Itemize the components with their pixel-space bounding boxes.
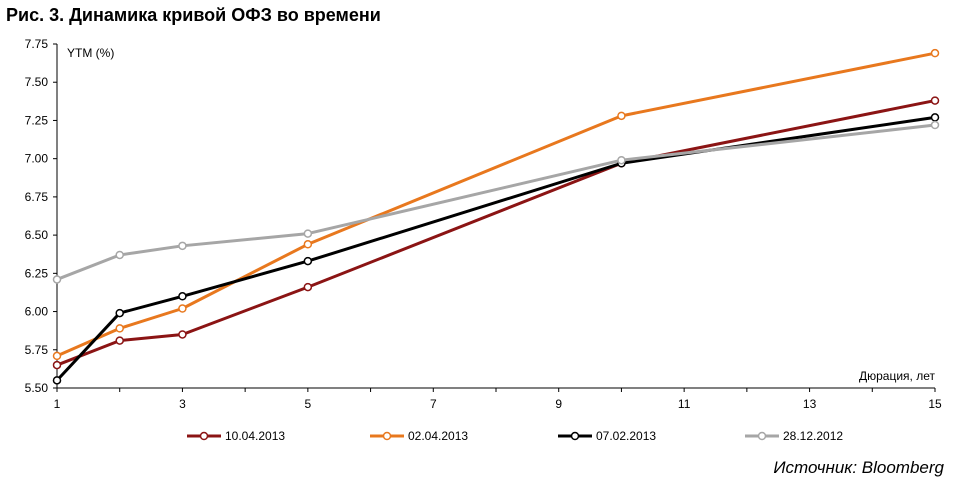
x-tick-label: 1 xyxy=(54,397,61,411)
y-tick-label: 5.75 xyxy=(25,343,49,357)
data-point xyxy=(115,308,124,318)
series-line-07.02.2013 xyxy=(55,115,936,382)
legend-label: 28.12.2012 xyxy=(783,429,843,443)
data-point xyxy=(52,351,62,361)
data-point xyxy=(930,113,940,122)
data-point xyxy=(115,250,124,260)
y-axis-title: YTM (%) xyxy=(67,46,114,60)
x-axis-title: Дюрация, лет xyxy=(859,369,935,383)
y-tick-label: 6.25 xyxy=(25,266,49,280)
y-tick-label: 6.50 xyxy=(25,228,49,242)
legend-swatch-marker xyxy=(382,431,392,441)
data-point xyxy=(930,48,940,58)
data-point xyxy=(303,229,313,238)
y-tick-label: 7.00 xyxy=(25,152,49,166)
legend-label: 07.02.2013 xyxy=(596,429,656,443)
series-line-28.12.2012 xyxy=(56,123,936,281)
data-point xyxy=(178,330,187,339)
y-tick-label: 7.25 xyxy=(25,113,49,127)
data-point xyxy=(303,256,313,266)
y-tick-label: 7.50 xyxy=(25,75,49,89)
data-point xyxy=(115,336,124,345)
chart-title: Рис. 3. Динамика кривой ОФЗ во времени xyxy=(6,5,381,25)
data-point xyxy=(303,282,313,292)
axes: 7.75 7.50 7.25 7.00 6.75 6.50 6.25 6.00 5.75 5.50… xyxy=(25,37,942,411)
x-tick-label: 3 xyxy=(179,397,186,411)
y-tick-label: 7.75 xyxy=(25,37,49,51)
x-tick-label: 15 xyxy=(928,397,942,411)
legend-swatch-marker xyxy=(199,431,209,441)
data-point xyxy=(52,275,62,284)
data-point xyxy=(52,376,62,385)
x-tick-label: 9 xyxy=(555,397,562,411)
x-tick-label: 13 xyxy=(803,397,817,411)
data-point xyxy=(178,304,187,313)
legend-label: 02.04.2013 xyxy=(408,429,468,443)
data-point xyxy=(52,360,62,370)
series-line-02.04.2013 xyxy=(56,51,936,358)
data-point xyxy=(930,120,940,130)
data-point xyxy=(115,324,124,333)
legend-swatch-marker xyxy=(570,431,580,441)
data-point xyxy=(178,292,187,301)
y-tick-label: 6.75 xyxy=(25,190,49,204)
y-tick-label: 6.00 xyxy=(25,305,49,319)
data-point xyxy=(178,241,187,251)
series-line-10.04.2013 xyxy=(56,99,936,367)
x-tick-label: 7 xyxy=(430,397,437,411)
legend: 10.04.2013 02.04.2013 07.02.2013 28.12.2012 xyxy=(187,429,843,443)
data-point xyxy=(617,155,626,165)
source-note: Источник: Bloomberg xyxy=(773,458,944,477)
x-tick-label: 5 xyxy=(305,397,312,411)
data-point xyxy=(303,240,313,249)
y-tick-label: 5.50 xyxy=(25,381,49,395)
legend-label: 10.04.2013 xyxy=(225,429,285,443)
legend-swatch-marker xyxy=(757,431,767,441)
data-point xyxy=(617,111,626,121)
data-point xyxy=(930,96,940,105)
x-tick-label: 11 xyxy=(678,397,691,411)
series-group xyxy=(52,48,940,385)
